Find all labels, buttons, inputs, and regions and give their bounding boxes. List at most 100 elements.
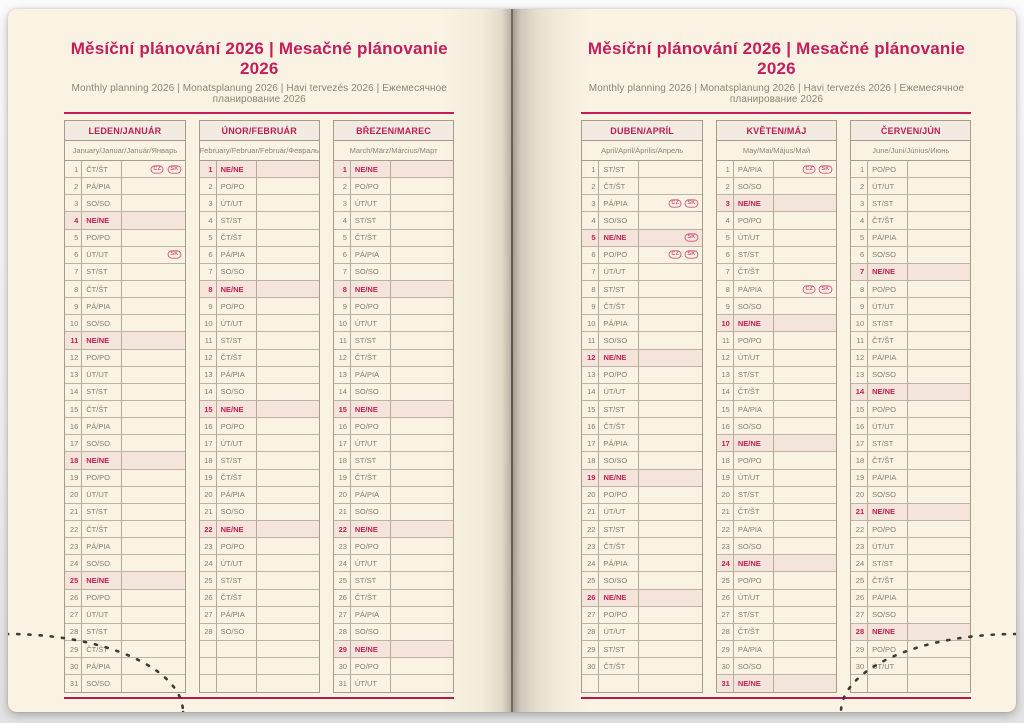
day-weekday: SO/SO: [599, 332, 640, 350]
day-number: 4: [851, 212, 869, 230]
day-number: 4: [716, 212, 734, 230]
day-weekday: SO/SO: [733, 418, 774, 436]
holiday-badge-cz: CZ: [802, 164, 816, 174]
day-number: 16: [716, 418, 734, 436]
day-number: 24: [333, 555, 351, 573]
day-weekday: ST/ST: [350, 572, 391, 590]
day-weekday: SO/SO: [82, 435, 123, 453]
day-number: 2: [851, 178, 869, 196]
month-header: ÚNOR/FEBRUÁR: [199, 121, 319, 141]
day-number: 29: [851, 640, 869, 659]
day-number: 10: [65, 315, 83, 333]
day-number: 28: [851, 623, 869, 641]
day-weekday: NE/NE: [216, 520, 257, 539]
day-weekday: NE/NE: [599, 589, 640, 607]
day-weekday: ÚT/UT: [868, 178, 909, 196]
day-number: 15: [65, 400, 83, 419]
day-weekday: NE/NE: [82, 572, 123, 590]
day-number: 12: [199, 349, 217, 367]
empty-day-weekday: [868, 675, 909, 693]
day-notes-cell: [908, 247, 971, 264]
day-notes-cell: [390, 332, 454, 350]
day-number: 2: [716, 178, 734, 196]
day-weekday: PÁ/PIA: [216, 486, 257, 504]
day-weekday: ÚT/UT: [350, 315, 391, 333]
day-weekday: ČT/ŠT: [350, 349, 391, 367]
day-number: 25: [65, 572, 83, 590]
day-number: 14: [65, 383, 83, 401]
day-number: 26: [851, 589, 869, 607]
day-notes-cell: [256, 178, 319, 196]
holiday-badge-sk: SK: [818, 164, 833, 174]
month-header: ČERVEN/JÚN: [851, 121, 971, 141]
day-number: 17: [582, 435, 600, 453]
day-notes-cell: [773, 538, 837, 556]
day-notes-cell: [908, 572, 971, 590]
day-number: 22: [333, 520, 351, 539]
day-number: 1: [582, 161, 600, 179]
day-notes-cell: [908, 161, 971, 179]
day-number: 23: [333, 538, 351, 556]
day-notes-cell: [122, 555, 185, 573]
day-weekday: ÚT/UT: [350, 195, 391, 213]
day-notes-cell: [773, 641, 837, 659]
day-weekday: ČT/ŠT: [733, 623, 774, 641]
day-weekday: ÚT/UT: [733, 349, 774, 367]
day-number: 14: [582, 383, 600, 401]
day-number: 5: [582, 229, 600, 247]
day-weekday: ČT/ŠT: [82, 640, 123, 659]
day-number: 21: [333, 503, 351, 521]
month-day-grid: 1 NE/NE 2 PO/PO 3 ÚT/UT 4 ST/ST 5 ČT/ŠT 6 PÁ/PIA 7 SO…: [199, 161, 319, 693]
day-number: 20: [582, 486, 600, 504]
day-notes-cell: [256, 504, 319, 521]
day-weekday: ÚT/UT: [733, 229, 774, 247]
day-number: 2: [199, 178, 217, 196]
day-number: 17: [65, 435, 83, 453]
holiday-badge-cz: CZ: [668, 250, 682, 259]
day-notes-cell: [908, 607, 971, 624]
day-number: 1: [716, 161, 734, 179]
month-subtitle: May/Mai/Május/Май: [716, 141, 837, 161]
day-number: 20: [333, 486, 351, 504]
day-weekday: NE/NE: [733, 555, 774, 573]
day-weekday: NE/NE: [350, 280, 391, 299]
day-notes-cell: [390, 520, 454, 539]
holiday-badge-sk: SK: [167, 164, 181, 174]
day-weekday: NE/NE: [733, 315, 774, 333]
day-notes-cell: [122, 178, 185, 196]
day-number: 17: [716, 435, 734, 453]
day-number: 19: [851, 469, 869, 487]
day-number: 16: [333, 418, 351, 436]
day-weekday: SO/SO: [82, 675, 123, 693]
empty-day-weekday: [217, 675, 257, 693]
day-number: 10: [333, 315, 351, 333]
day-weekday: PÁ/PIA: [216, 246, 257, 264]
page-subtitle: Monthly planning 2026 | Monatsplanung 20…: [71, 83, 447, 105]
day-number: 20: [199, 486, 217, 504]
day-notes-cell: [908, 332, 971, 350]
day-weekday: PÁ/PIA: [599, 195, 640, 213]
day-notes-cell: [639, 572, 702, 590]
day-weekday: NE/NE: [599, 349, 640, 367]
day-notes-cell: [122, 624, 185, 641]
holiday-badge-sk: SK: [684, 199, 699, 208]
day-notes-cell: [773, 418, 837, 436]
day-number: 8: [716, 280, 734, 299]
day-weekday: SO/SO: [868, 486, 909, 504]
day-number: 22: [582, 520, 600, 539]
day-weekday: PO/PO: [350, 298, 391, 316]
day-number: 5: [65, 229, 83, 247]
day-notes-cell: [256, 435, 319, 453]
day-weekday: ST/ST: [599, 400, 640, 419]
day-weekday: NE/NE: [216, 161, 257, 179]
day-number: 25: [199, 572, 217, 590]
page-left: Měsíční plánování 2026 | Mesačné plánova…: [8, 9, 511, 712]
day-weekday: ČT/ŠT: [733, 263, 774, 281]
day-number: 13: [199, 366, 217, 384]
day-weekday: PO/PO: [733, 332, 774, 350]
day-notes-cell: [908, 658, 971, 676]
day-number: 2: [582, 178, 600, 196]
day-number: 10: [199, 315, 217, 333]
day-weekday: ST/ST: [350, 332, 391, 350]
day-weekday: PO/PO: [733, 572, 774, 590]
